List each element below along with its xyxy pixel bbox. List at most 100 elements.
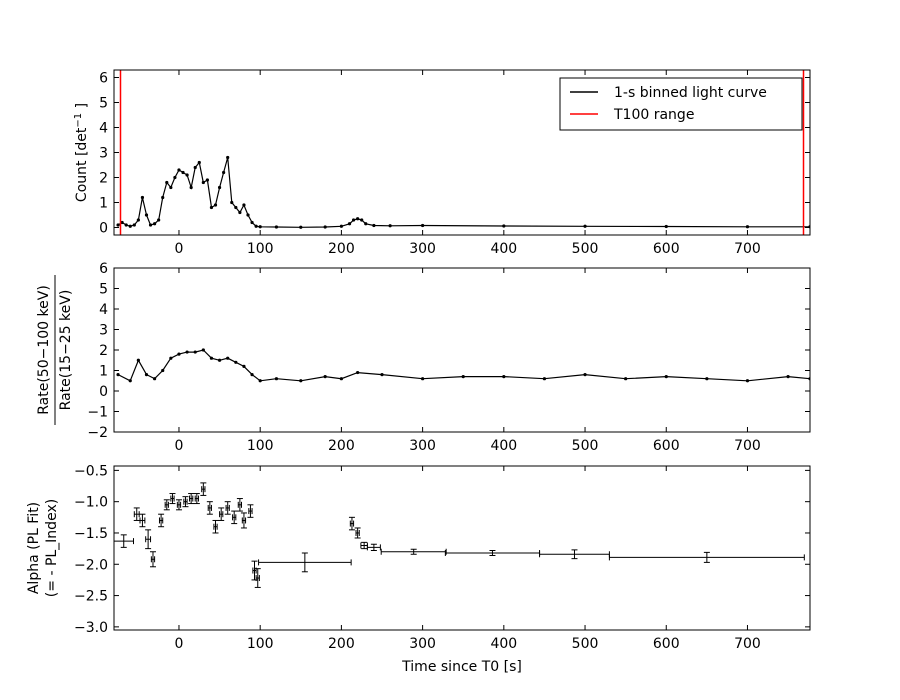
data-point: [148, 223, 153, 227]
data-point: [205, 178, 209, 182]
x-tick-label: 0: [175, 241, 184, 257]
axes-frame: [113, 465, 811, 631]
y-tick-label: 1: [99, 364, 108, 380]
data-point: [323, 225, 327, 229]
data-point: [116, 373, 120, 377]
data-point: [502, 224, 506, 228]
x-tick-label: 700: [734, 438, 761, 454]
data-point: [222, 170, 226, 175]
x-tick-label: 600: [653, 241, 680, 257]
y-tick-label: 4: [99, 302, 108, 318]
data-point: [664, 375, 668, 379]
data-point: [133, 507, 140, 521]
data-point: [209, 356, 214, 360]
y-tick-label: 6: [99, 71, 108, 87]
data-point: [193, 493, 200, 505]
data-point: [213, 203, 218, 207]
data-point: [745, 225, 750, 229]
y-tick-label: −3.0: [74, 620, 108, 636]
y-tick-label: −1: [87, 405, 108, 421]
light-curve-panel: 0 100 200 300 400 500 600 700 0 1 2 3 4 5 6 Count [det−…: [73, 69, 811, 257]
data-point: [182, 496, 189, 508]
data-point: [624, 377, 628, 381]
y-axis-title: Count [det−1 ]: [73, 103, 91, 202]
y-axis-title-denominator: Rate(15−25 keV): [58, 290, 74, 411]
y-tick-label: 5: [99, 96, 108, 112]
data-point: [217, 185, 222, 190]
data-point: [231, 510, 238, 525]
data-point: [158, 513, 165, 528]
y-tick-label: −0.5: [74, 463, 108, 479]
data-point: [250, 373, 254, 377]
data-point: [226, 155, 230, 160]
x-tick-label: 100: [247, 241, 274, 257]
data-point: [177, 352, 181, 356]
data-point: [274, 225, 279, 229]
alpha-panel: 0 100 200 300 400 500 600 700 −3.0 −2.5 −2.0 −1.5 −1…: [26, 463, 811, 675]
y-tick-label: 6: [99, 261, 108, 277]
x-tick-label: 600: [653, 438, 680, 454]
data-point: [372, 223, 376, 228]
data-point: [114, 534, 134, 548]
y-tick-label: −2.5: [74, 589, 108, 605]
data-point: [234, 360, 238, 364]
data-point: [461, 375, 465, 379]
data-point: [217, 358, 222, 362]
data-point: [583, 373, 587, 377]
x-tick-label: 700: [734, 636, 761, 652]
data-point: [169, 356, 173, 360]
x-tick-label: 200: [328, 438, 355, 454]
data-point: [347, 222, 352, 226]
x-tick-label: 700: [734, 241, 761, 257]
data-point: [177, 168, 181, 172]
data-point: [139, 513, 146, 528]
data-point: [189, 185, 193, 190]
data-point: [144, 373, 149, 377]
x-tick-label: 400: [490, 438, 517, 454]
data-point: [173, 175, 177, 180]
x-tick-label: 200: [328, 241, 355, 257]
data-point: [360, 218, 364, 222]
data-point: [254, 568, 261, 588]
y-tick-label: −1.0: [74, 495, 108, 511]
x-tick-label: 0: [175, 636, 184, 652]
data-point: [444, 550, 541, 557]
data-point: [380, 373, 384, 377]
y-tick-label: 0: [99, 221, 108, 237]
data-point: [185, 350, 189, 354]
data-point: [366, 543, 381, 552]
data-point: [144, 213, 149, 217]
data-point: [234, 205, 238, 210]
legend: 1-s binned light curve T100 range: [559, 77, 803, 131]
y-tick-label: 5: [99, 282, 108, 298]
x-tick-label: 100: [247, 438, 274, 454]
data-point: [132, 223, 136, 227]
data-point: [356, 217, 360, 221]
x-axis-title: Time since T0 [s]: [401, 659, 522, 675]
data-point: [128, 379, 132, 383]
data-point: [161, 195, 165, 200]
data-point: [200, 482, 207, 496]
y-tick-label: −1.5: [74, 526, 108, 542]
data-point: [206, 501, 213, 515]
x-tick-label: 400: [490, 636, 517, 652]
data-point: [136, 218, 140, 222]
x-tick-label: 400: [490, 241, 517, 257]
data-point: [230, 200, 234, 205]
data-point: [226, 356, 230, 360]
legend-label: 1-s binned light curve: [614, 85, 767, 101]
hardness-ratio-panel: 0 100 200 300 400 500 600 700 −2 −1 0 1 2 3 4 5 6 Rate(50…: [36, 261, 811, 454]
data-point: [242, 203, 246, 207]
data-point: [299, 379, 303, 383]
data-point: [128, 224, 132, 228]
data-point: [169, 493, 176, 505]
data-point: [136, 358, 140, 362]
y-tick-label: −2.0: [74, 557, 108, 573]
data-point: [157, 218, 161, 222]
x-tick-label: 500: [572, 438, 599, 454]
data-point: [258, 552, 352, 573]
data-point: [153, 222, 157, 226]
y-tick-label: 3: [99, 323, 108, 339]
data-point: [745, 379, 750, 383]
